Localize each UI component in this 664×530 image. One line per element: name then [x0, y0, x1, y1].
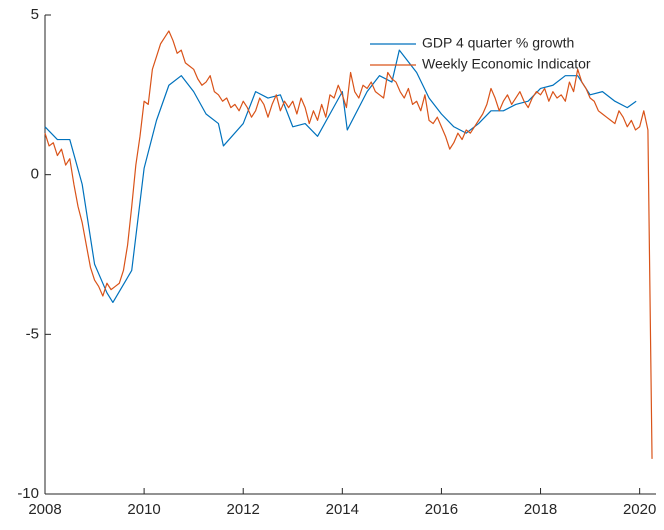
- legend-label: Weekly Economic Indicator: [422, 56, 591, 72]
- x-tick-label: 2010: [127, 501, 160, 518]
- x-tick-label: 2016: [425, 501, 458, 518]
- y-tick-label: -5: [26, 325, 39, 342]
- x-tick-label: 2014: [326, 501, 359, 518]
- y-tick-label: 0: [31, 166, 39, 183]
- series-line: [44, 49, 637, 303]
- x-tick-label: 2012: [227, 501, 260, 518]
- x-tick-label: 2018: [524, 501, 557, 518]
- y-tick-label: 5: [31, 6, 39, 23]
- series-line: [44, 30, 653, 459]
- legend-label: GDP 4 quarter % growth: [422, 35, 574, 51]
- x-tick-label: 2008: [28, 501, 61, 518]
- y-tick-label: -10: [17, 485, 39, 502]
- x-tick-label: 2020: [623, 501, 656, 518]
